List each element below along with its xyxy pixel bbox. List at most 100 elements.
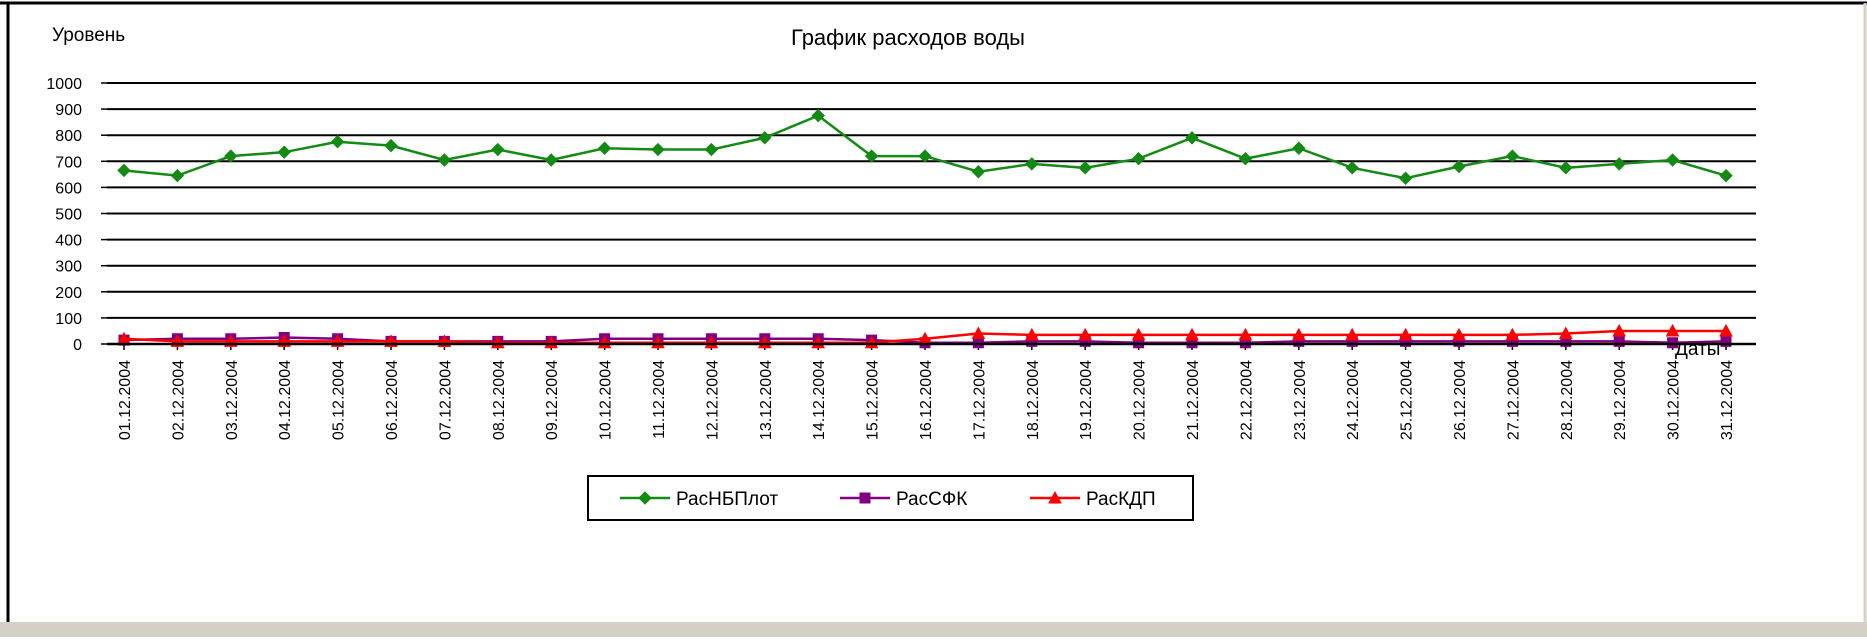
data-point [544,153,558,167]
y-tick-label: 1000 [46,76,82,93]
data-point [1719,323,1733,337]
chart-title: График расходов воды [791,25,1025,50]
data-point [1292,141,1306,155]
x-tick-label: 04.12.2004 [277,360,294,440]
x-tick-label: 25.12.2004 [1399,360,1416,440]
data-point [864,149,879,163]
x-tick-label: 14.12.2004 [811,360,828,440]
x-tick-label: 01.12.2004 [117,360,134,440]
data-point [1667,337,1679,349]
legend-label: РасКДП [1086,489,1156,510]
data-point [1559,161,1573,175]
legend-label: РасНБПлот [676,489,778,510]
data-point [651,142,665,157]
data-point [224,149,238,163]
x-tick-label: 16.12.2004 [918,360,935,440]
data-point [1505,327,1520,341]
x-tick-label: 08.12.2004 [491,360,508,440]
data-point [971,165,986,179]
data-point [1398,327,1413,341]
data-point [1131,151,1146,166]
y-tick-label: 0 [73,337,82,354]
data-point [277,145,291,159]
data-point [1345,327,1360,341]
data-point [1719,168,1733,183]
data-point [491,142,505,157]
y-tick-label: 200 [55,285,82,302]
y-tick-label: 100 [55,311,82,328]
data-point [811,108,825,123]
x-tick-label: 05.12.2004 [331,360,348,440]
data-point [1452,159,1466,174]
data-point [1612,157,1626,171]
y-tick-label: 500 [55,207,82,224]
legend-marker [1048,490,1062,504]
data-point [1024,327,1039,341]
legend-marker [638,491,652,505]
x-tick-label: 20.12.2004 [1132,360,1149,440]
x-tick-label: 11.12.2004 [651,360,668,439]
data-point [1238,151,1253,166]
x-tick-label: 29.12.2004 [1612,360,1629,440]
data-point [758,131,772,145]
data-point [117,163,131,178]
data-point [1078,161,1092,175]
y-tick-label: 800 [55,128,82,145]
x-tick-label: 26.12.2004 [1452,360,1469,440]
data-point [1185,131,1199,145]
legend-marker [859,492,871,504]
data-point [1665,323,1680,337]
x-tick-label: 19.12.2004 [1078,360,1095,440]
x-tick-label: 31.12.2004 [1719,360,1736,440]
y-tick-label: 900 [55,102,82,119]
x-tick-label: 10.12.2004 [598,360,615,440]
x-tick-label: 06.12.2004 [384,360,401,440]
x-tick-label: 17.12.2004 [971,360,988,440]
data-point [1131,327,1146,341]
frame-bottom [0,622,1867,637]
data-point [330,135,345,149]
data-point [384,138,398,153]
data-point [170,168,185,183]
data-point [1452,327,1466,341]
data-point [704,142,719,157]
data-point [918,149,932,163]
y-tick-label: 300 [55,259,82,276]
x-tick-label: 22.12.2004 [1238,360,1255,440]
x-tick-label: 30.12.2004 [1666,360,1683,440]
x-tick-label: 07.12.2004 [437,360,454,440]
data-point [1505,149,1520,163]
data-point [437,153,452,167]
x-tick-label: 27.12.2004 [1505,360,1522,440]
data-point [1345,161,1359,175]
data-point [1558,326,1573,340]
data-point [1238,327,1253,341]
x-tick-label: 21.12.2004 [1185,360,1202,440]
data-point [1291,327,1306,341]
x-tick-label: 13.12.2004 [758,360,775,440]
x-tick-label: 03.12.2004 [224,360,241,440]
x-tick-label: 24.12.2004 [1345,360,1362,440]
x-tick-label: 28.12.2004 [1559,360,1576,440]
data-point [972,337,984,349]
y-axis-label: Уровень [52,25,125,46]
y-tick-label: 400 [55,233,82,250]
x-tick-label: 02.12.2004 [170,360,187,440]
data-point [1078,327,1093,341]
data-point [1665,153,1680,167]
x-tick-label: 15.12.2004 [865,360,882,440]
data-point [1025,157,1039,171]
y-tick-label: 700 [55,154,82,171]
legend [587,475,1194,521]
y-tick-label: 600 [55,180,82,197]
x-tick-label: 23.12.2004 [1292,360,1309,440]
x-tick-label: 09.12.2004 [544,360,561,440]
data-point [1398,171,1413,185]
x-tick-label: 12.12.2004 [704,360,721,440]
data-point [597,141,612,155]
data-point [1612,323,1627,337]
data-point [1185,327,1199,341]
legend-label: РасСФК [896,489,967,510]
